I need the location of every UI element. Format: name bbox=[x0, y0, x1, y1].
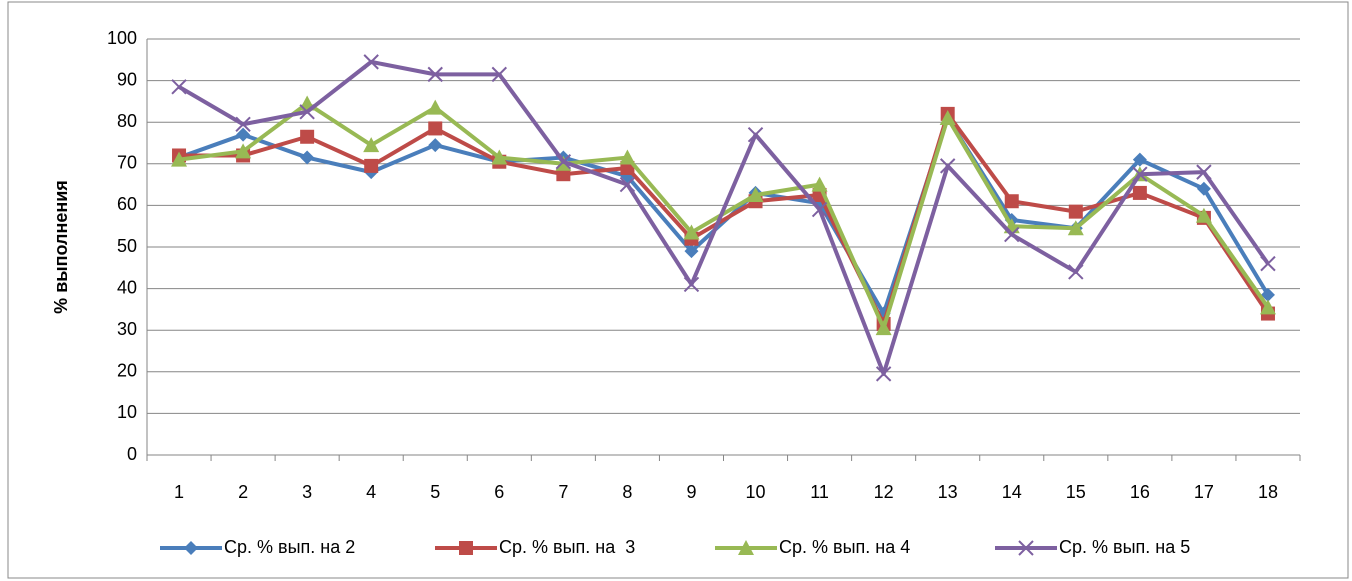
x-tick-label: 11 bbox=[810, 482, 829, 502]
marker bbox=[1068, 264, 1084, 280]
x-tick-label: 4 bbox=[366, 482, 376, 502]
y-tick-label: 40 bbox=[117, 277, 137, 297]
marker bbox=[1004, 194, 1019, 209]
x-tick-label: 1 bbox=[174, 482, 184, 502]
marker bbox=[619, 176, 636, 193]
series-line bbox=[179, 111, 1270, 326]
marker bbox=[811, 201, 828, 218]
chart-border bbox=[7, 1, 1349, 579]
x-tick-label: 12 bbox=[874, 482, 894, 502]
marker bbox=[811, 176, 828, 192]
y-tick-label: 60 bbox=[117, 194, 137, 214]
marker bbox=[1004, 226, 1020, 243]
marker bbox=[1068, 204, 1083, 219]
x-tick-label: 3 bbox=[302, 482, 312, 502]
y-tick-label: 10 bbox=[117, 402, 137, 422]
marker bbox=[875, 366, 892, 382]
marker bbox=[459, 541, 473, 555]
x-tick-label: 17 bbox=[1194, 482, 1214, 502]
marker bbox=[1196, 164, 1212, 180]
marker bbox=[236, 127, 251, 142]
marker bbox=[1196, 181, 1211, 196]
y-tick-label: 0 bbox=[127, 444, 137, 464]
legend-label: Ср. % вып. на 4 bbox=[779, 537, 910, 557]
marker bbox=[875, 320, 892, 336]
marker bbox=[1067, 220, 1084, 236]
marker bbox=[363, 137, 380, 153]
marker bbox=[300, 150, 315, 165]
marker bbox=[491, 149, 508, 165]
x-tick-label: 15 bbox=[1066, 482, 1086, 502]
marker bbox=[1132, 166, 1148, 182]
marker bbox=[683, 276, 700, 293]
marker bbox=[1132, 185, 1147, 200]
marker bbox=[1132, 152, 1147, 167]
marker bbox=[747, 126, 764, 143]
marker bbox=[300, 129, 315, 144]
marker bbox=[1260, 255, 1276, 272]
y-axis-title: % выполнения bbox=[51, 180, 71, 314]
x-tick-label: 2 bbox=[238, 482, 248, 502]
x-tick-label: 6 bbox=[494, 482, 504, 502]
marker bbox=[1195, 207, 1212, 223]
x-tick-label: 9 bbox=[686, 482, 696, 502]
marker bbox=[171, 151, 188, 167]
y-tick-label: 70 bbox=[117, 153, 137, 173]
marker bbox=[939, 158, 956, 174]
marker bbox=[428, 121, 443, 136]
y-tick-label: 20 bbox=[117, 361, 137, 381]
y-tick-label: 30 bbox=[117, 319, 137, 339]
marker bbox=[555, 154, 572, 170]
legend-label: Ср. % вып. на 5 bbox=[1059, 537, 1190, 557]
legend-label: Ср. % вып. на 3 bbox=[499, 537, 635, 557]
marker bbox=[184, 541, 198, 555]
y-tick-label: 80 bbox=[117, 111, 137, 131]
x-tick-label: 18 bbox=[1258, 482, 1278, 502]
marker bbox=[299, 104, 315, 120]
marker bbox=[235, 116, 251, 132]
x-tick-label: 7 bbox=[558, 482, 568, 502]
x-tick-label: 16 bbox=[1130, 482, 1150, 502]
series-line bbox=[178, 59, 1270, 376]
marker bbox=[1018, 540, 1034, 556]
x-tick-label: 8 bbox=[622, 482, 632, 502]
marker bbox=[1260, 287, 1275, 302]
marker bbox=[428, 138, 443, 153]
marker bbox=[1259, 299, 1276, 315]
marker bbox=[939, 110, 956, 126]
y-tick-label: 90 bbox=[117, 69, 137, 89]
marker bbox=[684, 244, 699, 259]
marker bbox=[364, 158, 379, 173]
marker bbox=[491, 66, 508, 83]
marker bbox=[683, 224, 700, 240]
marker bbox=[235, 143, 252, 159]
legend-label: Ср. % вып. на 2 bbox=[224, 537, 355, 557]
y-tick-label: 50 bbox=[117, 236, 137, 256]
marker bbox=[171, 79, 187, 95]
x-tick-label: 14 bbox=[1002, 482, 1022, 502]
marker bbox=[747, 187, 764, 202]
marker bbox=[738, 540, 754, 555]
marker bbox=[619, 149, 636, 165]
x-tick-label: 10 bbox=[746, 482, 766, 502]
x-tick-label: 13 bbox=[938, 482, 958, 502]
marker bbox=[427, 66, 443, 83]
marker bbox=[363, 54, 379, 70]
x-tick-label: 5 bbox=[430, 482, 440, 502]
marker bbox=[427, 99, 444, 115]
y-tick-label: 100 bbox=[107, 28, 137, 48]
